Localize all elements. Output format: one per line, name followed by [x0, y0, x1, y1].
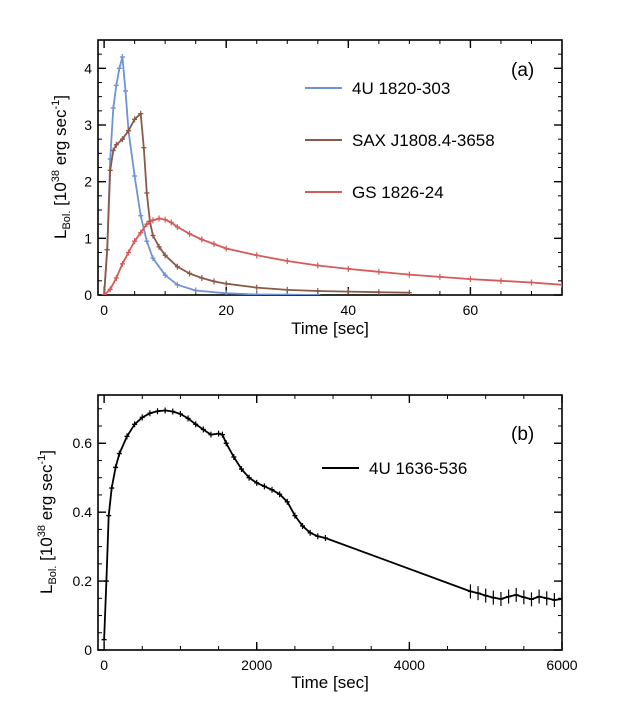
panel-b: 0 2000 4000 6000 0 0.2 0.4 0.6 4U 1636-536 (b) Tim… [36, 394, 578, 692]
y-tick-label: 0 [84, 287, 92, 303]
y-tick-label: 0.6 [73, 435, 93, 451]
series-gs-1826-24 [101, 215, 562, 295]
x-tick-label: 0 [100, 657, 108, 673]
plot-frame [97, 394, 563, 651]
legend-entry: 4U 1636-536 [369, 459, 467, 478]
x-tick-label: 20 [218, 302, 234, 318]
series-line [103, 56, 318, 295]
series-4u-1636-536 [101, 407, 562, 643]
series-sax-j1808-4-3658 [101, 110, 412, 295]
y-tick-label: 3 [84, 117, 92, 133]
legend-entry: 4U 1820-303 [352, 79, 450, 98]
y-tick-label: 0 [84, 642, 92, 658]
y-axis-title: LBol. [1038 erg sec-1] [50, 95, 73, 239]
x-tick-label: 6000 [546, 657, 577, 673]
legend-entry: GS 1826-24 [352, 183, 444, 202]
series-line [103, 112, 410, 295]
series-4u-1820-303 [101, 54, 321, 295]
y-axis-title: LBol. [1038 erg sec-1] [36, 450, 59, 594]
x-axis-title: Time [sec] [291, 673, 369, 692]
panel-label: (b) [511, 424, 534, 445]
x-tick-label: 60 [463, 302, 479, 318]
y-tick-label: 0.4 [73, 504, 93, 520]
x-axis-title: Time [sec] [291, 319, 369, 338]
series-line [103, 217, 562, 295]
y-tick-label: 1 [84, 230, 92, 246]
series-line [103, 409, 562, 640]
y-tick-label: 0.2 [73, 573, 93, 589]
panel-a: 0 20 40 60 0 1 2 3 4 4U 1820-303 SAX J1808.4-3658 G… [50, 39, 563, 338]
legend-entry: SAX J1808.4-3658 [352, 131, 495, 150]
x-tick-label: 40 [341, 302, 357, 318]
x-tick-label: 0 [100, 302, 108, 318]
x-tick-label: 2000 [241, 657, 272, 673]
panel-label: (a) [511, 60, 534, 81]
x-tick-label: 4000 [394, 657, 425, 673]
y-tick-label: 2 [84, 174, 92, 190]
y-tick-label: 4 [84, 60, 92, 76]
